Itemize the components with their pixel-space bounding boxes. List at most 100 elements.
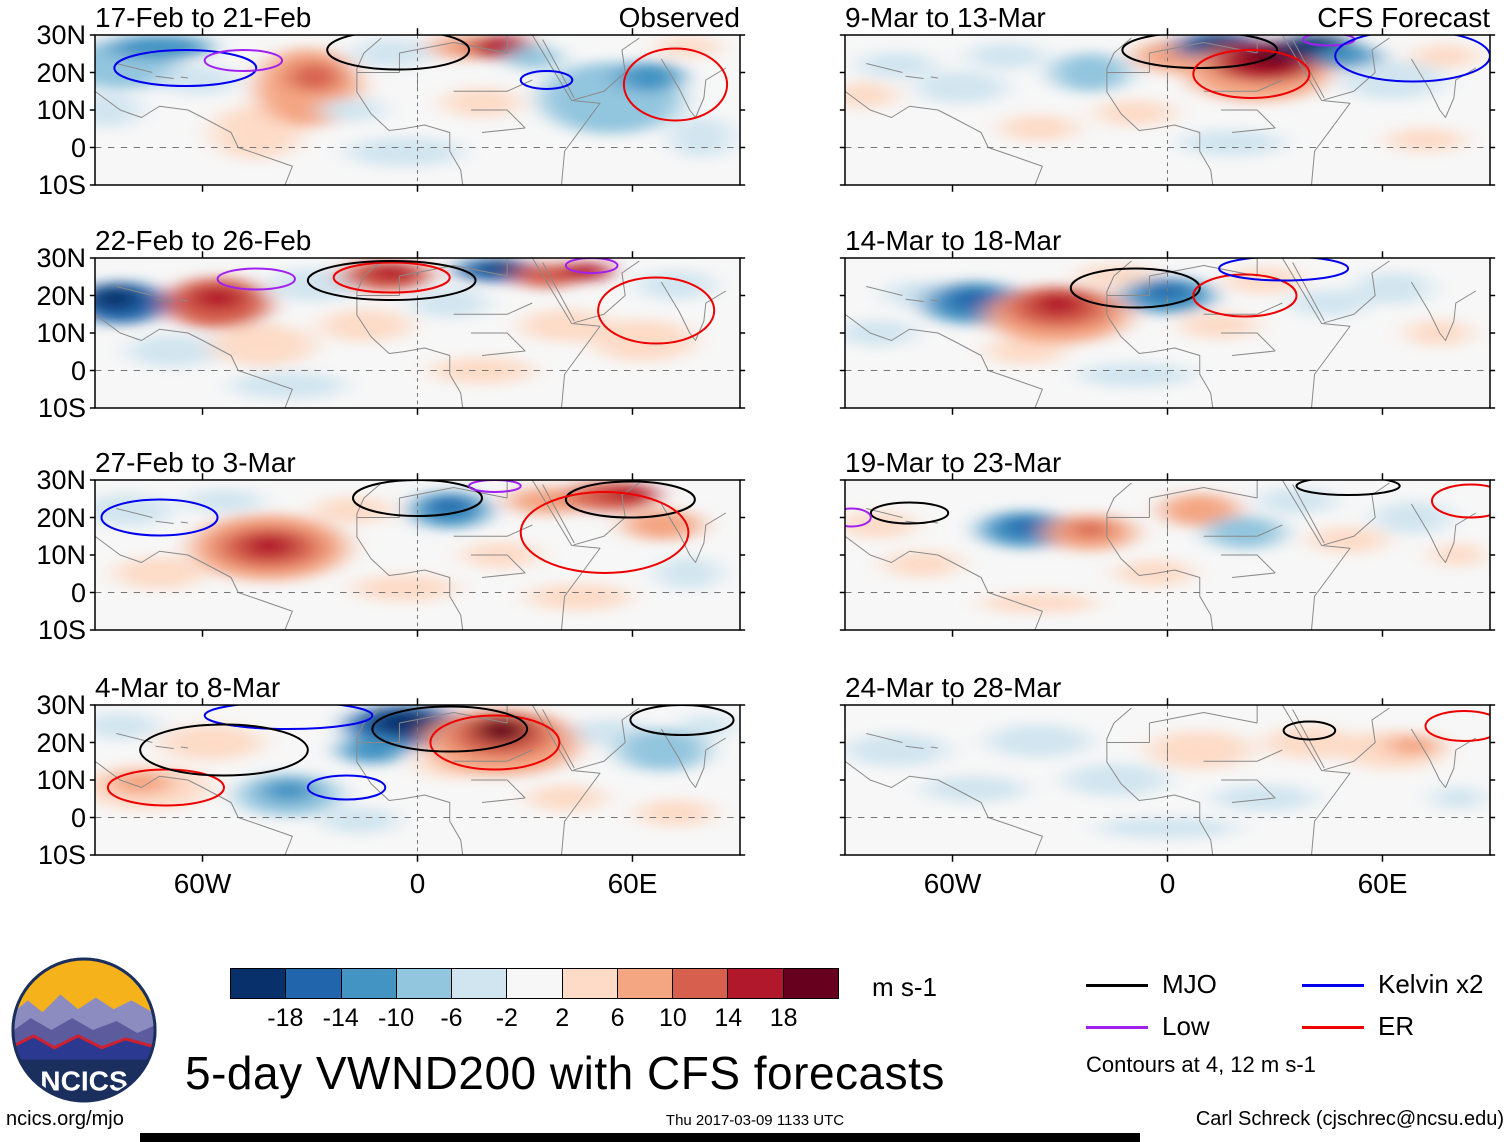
blue-wave-contour	[205, 702, 373, 729]
map-panel-fcst-2	[845, 258, 1490, 408]
purple-wave-contour	[566, 258, 618, 273]
map-panel-fcst-3	[845, 480, 1490, 630]
y-axis-label: 10S	[37, 393, 86, 423]
map-svg	[845, 35, 1490, 185]
colorbar-tick-label: -14	[322, 1004, 359, 1032]
panel-date-label: 17-Feb to 21-Feb	[95, 2, 312, 33]
x-axis-label: 60W	[923, 868, 982, 899]
black-wave-contour	[327, 31, 469, 70]
coastline	[845, 536, 1042, 639]
red-wave-contour	[1432, 485, 1509, 518]
colorbar-tick-label: -10	[378, 1004, 415, 1032]
colorbar-tick-label: 18	[769, 1004, 798, 1032]
colorbar-segment	[452, 969, 508, 998]
panel-date-label: 14-Mar to 18-Mar	[845, 225, 1062, 256]
purple-wave-contour	[205, 50, 282, 71]
red-wave-contour	[1193, 50, 1309, 98]
colorbar-segment	[507, 969, 563, 998]
y-axis-label: 30N	[36, 20, 86, 50]
colorbar-tick-label: 6	[610, 1004, 625, 1032]
purple-wave-contour	[469, 480, 521, 492]
anomaly-shading	[845, 487, 1484, 614]
colorbar-segment	[562, 969, 618, 998]
colorbar-segment	[341, 969, 397, 998]
legend-line-kelvin	[1302, 984, 1364, 987]
legend-note: Contours at 4, 12 m s-1	[1086, 1052, 1316, 1077]
coastline	[1107, 38, 1214, 194]
panel-title-row: 24-Mar to 28-Mar	[845, 672, 1490, 704]
blue-wave-contour	[1219, 257, 1348, 281]
coastline	[95, 536, 292, 639]
panel-date-label: 19-Mar to 23-Mar	[845, 447, 1062, 478]
coastline	[95, 761, 292, 864]
map-svg	[845, 258, 1490, 408]
panel-title-row: 14-Mar to 18-Mar	[845, 225, 1490, 257]
blue-wave-contour	[521, 71, 573, 89]
coastline	[357, 483, 464, 639]
footer-url: ncics.org/mjo	[6, 1108, 124, 1130]
y-axis-label: 30N	[36, 243, 86, 273]
red-wave-contour	[624, 49, 727, 121]
panel-title-row: 22-Feb to 26-Feb	[95, 225, 740, 257]
map-panel-obs-3	[95, 480, 740, 630]
coastline	[1221, 555, 1275, 578]
legend-line-low	[1086, 1026, 1148, 1029]
logo-text: NCICS	[40, 1066, 127, 1097]
black-wave-contour	[308, 261, 476, 300]
x-axis-label: 0	[409, 868, 426, 899]
black-wave-contour	[353, 480, 482, 516]
coastline	[661, 729, 726, 788]
coastline	[845, 314, 1042, 417]
y-axis-label: 10S	[37, 840, 86, 870]
black-wave-contour	[372, 707, 527, 752]
panel-title-row: 4-Mar to 8-Mar	[95, 672, 740, 704]
colorbar-segment	[783, 969, 838, 998]
logo-red-line	[12, 1034, 156, 1050]
y-axis-label: 20N	[36, 57, 86, 88]
legend-label-kelvin: Kelvin x2	[1378, 969, 1484, 999]
colorbar-segment	[673, 969, 729, 998]
coastline	[95, 314, 292, 417]
black-wave-contour	[871, 503, 948, 524]
panel-date-label: 9-Mar to 13-Mar	[845, 2, 1046, 33]
black-wave-contour	[140, 725, 308, 776]
x-axis-label: 60E	[607, 868, 658, 899]
x-axis-label: 0	[1159, 868, 1176, 899]
coastline	[532, 705, 600, 864]
black-wave-contour	[1122, 32, 1277, 68]
bottom-bar	[140, 1133, 1140, 1142]
coastline	[1282, 258, 1350, 417]
coastline	[845, 91, 1042, 194]
coastline	[116, 64, 188, 79]
map-svg	[845, 480, 1490, 630]
coastline	[471, 555, 525, 578]
coastline	[1282, 705, 1350, 864]
map-svg	[95, 480, 740, 630]
colorbar-segment	[617, 969, 674, 998]
panel-title-row: 19-Mar to 23-Mar	[845, 447, 1490, 479]
colorbar-segment	[396, 969, 453, 998]
coastline	[1221, 333, 1275, 356]
map-svg	[95, 705, 740, 855]
coastline	[661, 282, 726, 341]
x-axis-label: 60W	[173, 868, 232, 899]
y-axis-label: 10N	[36, 95, 86, 125]
y-axis-label: 10N	[36, 318, 86, 348]
x-axis-label: 60E	[1357, 868, 1408, 899]
map-panel-obs-1	[95, 35, 740, 185]
coastline	[357, 708, 464, 864]
ncics-logo: NCICS	[11, 957, 157, 1103]
coastline	[471, 110, 525, 133]
coastline	[1411, 282, 1476, 341]
anomaly-shading	[95, 705, 734, 834]
anomaly-shading	[845, 724, 1484, 839]
map-svg	[95, 258, 740, 408]
colorbar-tick-label: -18	[267, 1004, 304, 1032]
coastline	[532, 480, 600, 639]
y-axis-label: 0	[70, 802, 86, 833]
panel-date-label: 24-Mar to 28-Mar	[845, 672, 1062, 703]
colorbar-tick-label: 14	[714, 1004, 743, 1032]
coastline	[1293, 261, 1390, 323]
coastline	[1411, 504, 1476, 563]
